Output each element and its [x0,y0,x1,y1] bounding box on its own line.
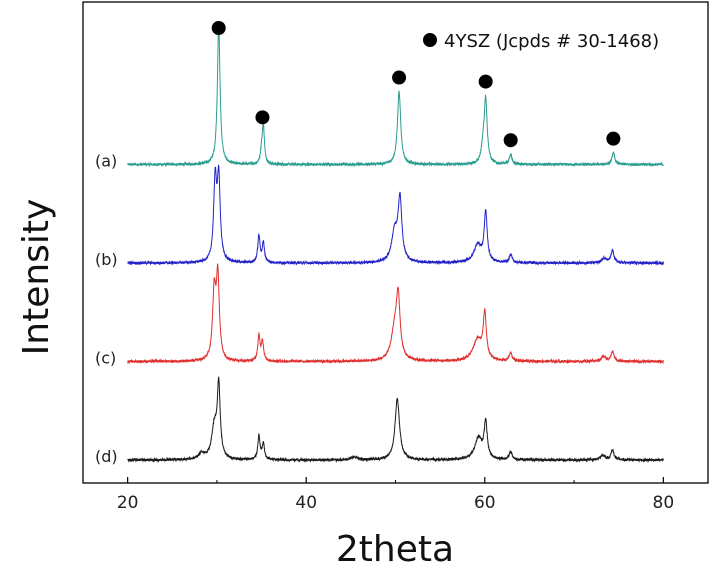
x-tick-label: 20 [117,493,139,513]
trace-a [127,23,664,168]
x-tick-label: 40 [295,493,317,513]
reflection-marker [211,21,226,35]
x-axis-ticks: 20 40 60 80 [117,477,674,513]
reflection-marker [606,131,621,146]
reflection-marker [255,110,270,125]
reflection-markers [211,21,621,148]
reflection-marker [392,70,407,85]
x-axis-title: 2theta [336,529,454,570]
legend-marker [423,33,437,47]
trace-c [127,263,664,365]
y-axis-title: Intensity [16,199,57,356]
trace-label-a: (a) [95,152,117,171]
trace-d [127,376,664,463]
legend-label: 4YSZ (Jcpds # 30-1468) [444,31,659,52]
trace-b [127,164,664,266]
x-tick-label: 60 [474,493,496,513]
reflection-marker [478,74,493,89]
trace-labels: (a) (b) (c) (d) [95,152,118,467]
trace-label-c: (c) [95,349,116,368]
trace-label-d: (d) [95,447,118,466]
x-tick-label: 80 [653,493,675,513]
reflection-marker [503,133,518,148]
legend: 4YSZ (Jcpds # 30-1468) [423,31,659,52]
traces [127,23,664,463]
trace-label-b: (b) [95,250,118,269]
